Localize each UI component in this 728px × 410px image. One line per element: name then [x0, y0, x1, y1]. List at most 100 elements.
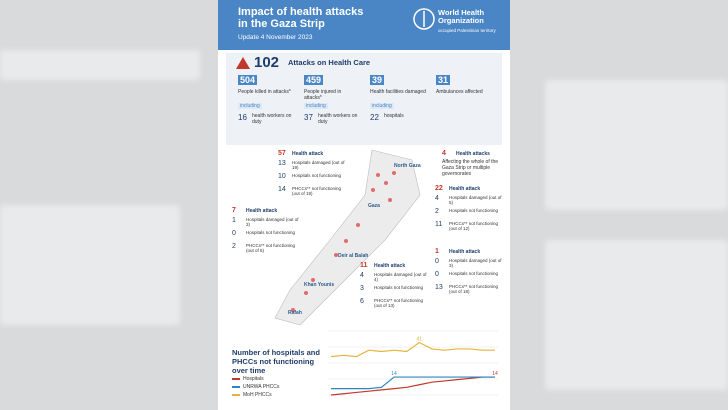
region-count: 4 [442, 150, 446, 157]
item-number: 4 [360, 272, 364, 279]
attack-title: Attacks on Health Care [288, 58, 371, 67]
region-count: 57 [278, 150, 286, 157]
item-text: Hospitals damaged (out of 3) [246, 217, 299, 227]
trend-title: Number of hospitals and PHCCs not functi… [232, 348, 320, 375]
item-text: PHCCs** not functioning (out of 18) [449, 284, 499, 294]
point-label: 14 [391, 371, 397, 377]
attack-count: 102 [254, 54, 280, 71]
region-count: 22 [435, 185, 443, 192]
region-note: Affecting the whole of the Gaza Strip or… [442, 159, 499, 177]
item-text: Hospitals not functioning [374, 285, 424, 290]
item-number: 13 [278, 160, 286, 167]
header: Impact of health attacks in the Gaza Str… [218, 0, 510, 50]
stat-sub-label: hospitals [384, 113, 404, 119]
map [274, 149, 421, 325]
region-box: 4 Health attacks Affecting the whole of th… [432, 150, 512, 206]
warning-icon [236, 57, 250, 69]
region-count: 1 [435, 248, 439, 255]
item-text: Hospitals not functioning [449, 271, 499, 276]
stat-number: 504 [238, 75, 258, 85]
region-box: 7 Health attack 1 Hospitals damaged (out of… [222, 207, 302, 263]
territory: occupied Palestinian territory [438, 28, 496, 33]
place-label: North Gaza [394, 163, 421, 169]
item-text: Hospitals damaged (out of 3) [449, 258, 502, 268]
item-number: 14 [278, 186, 286, 193]
legend-swatch [232, 394, 240, 396]
stat-sub-label: health workers on duty [252, 113, 292, 125]
stat-including: including [304, 103, 328, 109]
stat-label: People injured in attacks* [304, 89, 342, 101]
item-text: Hospitals not functioning [292, 173, 342, 178]
region-title: Health attack [246, 208, 278, 214]
item-number: 3 [360, 285, 364, 292]
legend-swatch [232, 378, 240, 380]
trend-line [330, 376, 495, 396]
region-title: Health attack [449, 186, 481, 192]
region-count: 7 [232, 207, 236, 214]
point-label: 14 [492, 371, 498, 377]
stat-label: People killed in attacks* [238, 89, 291, 95]
region-box: 22 Health attack 4 Hospitals damaged (out o… [425, 185, 505, 241]
org: World Health Organization [438, 8, 485, 25]
item-text: PHCCs** not functioning (out of 19) [292, 186, 342, 196]
region-box: 11 Health attack 4 Hospitals damaged (out o… [350, 262, 430, 318]
blur-bg [545, 80, 728, 210]
blur-bg [545, 240, 728, 390]
place-label: Gaza [368, 203, 380, 209]
who-logo [413, 8, 435, 30]
region-count: 11 [360, 262, 368, 269]
place-label: Khan Younis [304, 282, 335, 288]
item-text: Hospitals damaged (out of 19) [292, 160, 345, 170]
item-number: 10 [278, 173, 286, 180]
item-text: Hospitals damaged (out of 4) [374, 272, 427, 282]
item-number: 13 [435, 284, 443, 291]
item-number: 11 [435, 221, 443, 228]
stat-label: Ambulances affected [436, 89, 483, 95]
stat-sub-label: health workers on duty [318, 113, 358, 125]
item-number: 6 [360, 298, 364, 305]
legend-swatch [232, 386, 240, 388]
stat-number: 31 [436, 75, 451, 85]
item-number: 4 [435, 195, 439, 202]
stat-including: including [238, 103, 262, 109]
item-text: PHCCs** not functioning (out of 12) [449, 221, 499, 231]
region-box: 1 Health attack 0 Hospitals damaged (out of… [425, 248, 505, 304]
item-text: PHCCs** not functioning (out of 5) [246, 243, 296, 253]
item-number: 2 [435, 208, 439, 215]
region-title: Health attack [374, 263, 406, 269]
item-text: Hospitals not functioning [246, 230, 296, 235]
stat-number: 459 [304, 75, 324, 85]
stat-sub-number: 22 [370, 113, 379, 122]
region-title: Health attack [449, 249, 481, 255]
item-text: Hospitals not functioning [449, 208, 499, 213]
stat-sub-number: 16 [238, 113, 247, 122]
stat-label: Health facilities damaged [370, 89, 426, 95]
item-number: 2 [232, 243, 236, 250]
stat-number: 39 [370, 75, 385, 85]
blur-bg [0, 50, 200, 80]
item-number: 1 [232, 217, 236, 224]
region-title: Health attacks [456, 151, 490, 157]
place-label: Deir al Balah [338, 253, 369, 259]
trend-chart: 14 14 41 [328, 330, 498, 396]
place-label: Rafah [288, 310, 302, 316]
title: Impact of health attacks in the Gaza Str… [238, 6, 364, 30]
legend-label: MoH PHCCs [243, 392, 272, 398]
legend-label: Hospitals [243, 376, 264, 382]
update: Update 4 November 2023 [238, 34, 313, 41]
stat-sub-number: 37 [304, 113, 313, 122]
item-text: PHCCs** not functioning (out of 13) [374, 298, 424, 308]
item-number: 0 [435, 271, 439, 278]
blur-bg [0, 205, 180, 325]
legend-label: UNRWA PHCCs [243, 384, 280, 390]
item-text: Hospitals damaged (out of 5) [449, 195, 502, 205]
item-number: 0 [232, 230, 236, 237]
stat-including: including [370, 103, 394, 109]
summary-box: 102 Attacks on Health Care 504 People kil… [226, 53, 502, 145]
region-box: 57 Health attack 13 Hospitals damaged (out … [268, 150, 348, 206]
trend-line [331, 376, 495, 390]
point-label: 41 [417, 337, 423, 343]
region-title: Health attack [292, 151, 324, 157]
trend-line [330, 341, 495, 358]
